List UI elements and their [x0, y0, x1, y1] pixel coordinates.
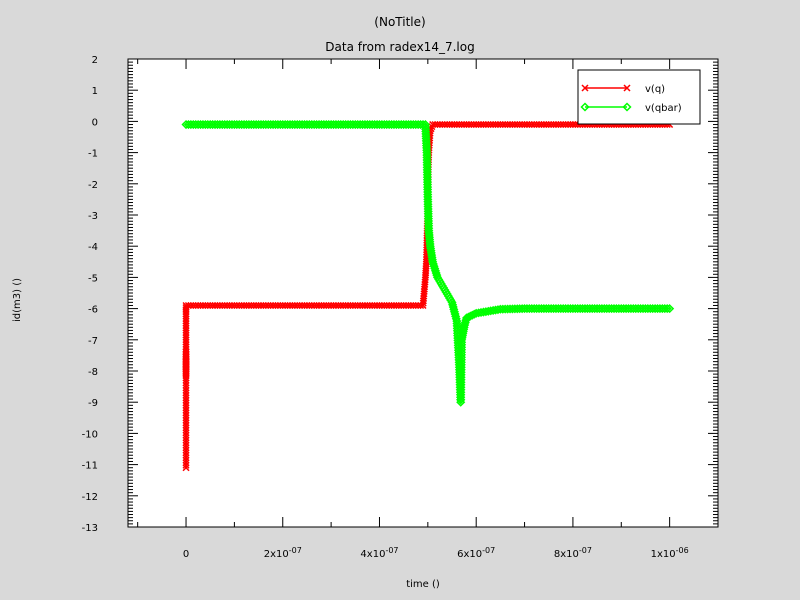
data-point-v-qbar — [428, 259, 438, 269]
y-tick-label: -13 — [82, 523, 98, 534]
y-tick-label: -11 — [82, 461, 98, 472]
y-tick-label: -5 — [88, 273, 98, 284]
data-point-v-qbar — [451, 314, 461, 324]
data-point-v-qbar — [430, 263, 440, 274]
y-axis-label: id(m3) () — [12, 278, 23, 322]
chart-title: Data from radex14_7.log — [325, 40, 474, 54]
y-tick-label: 0 — [92, 117, 98, 128]
x-axis-label: time () — [406, 579, 440, 590]
legend: v(q) v(qbar) — [577, 69, 701, 125]
x-tick-label: 2x10-07 — [264, 546, 302, 560]
data-point-v-qbar — [427, 255, 437, 265]
data-point-v-qbar — [449, 307, 459, 317]
data-point-v-qbar — [449, 304, 459, 314]
x-tick-label: 6x10-07 — [457, 546, 495, 560]
y-tick-label: -8 — [88, 367, 98, 378]
x-tick-label: 4x10-07 — [360, 546, 398, 560]
data-point-v-qbar — [430, 266, 440, 276]
data-point-v-qbar — [662, 304, 672, 314]
y-tick-label: 1 — [92, 86, 98, 97]
series-layer — [181, 119, 675, 472]
y-tick-label: -3 — [88, 211, 98, 222]
data-point-v-qbar — [427, 252, 437, 262]
y-tick-label: -1 — [88, 149, 98, 160]
x-tick-label: 0 — [183, 549, 189, 560]
y-tick-label: -10 — [82, 429, 98, 440]
y-tick-label: -12 — [82, 492, 98, 503]
data-point-v-qbar — [429, 261, 439, 271]
window-title: (NoTitle) — [374, 15, 425, 29]
data-point-v-qbar — [665, 304, 675, 314]
y-tick-label: -7 — [88, 336, 98, 347]
data-point-v-qbar — [448, 302, 458, 312]
data-point-v-qbar — [428, 257, 438, 267]
y-tick-label: 2 — [92, 55, 98, 66]
data-point-v-qbar — [450, 309, 460, 319]
legend-marker-v-q — [623, 84, 631, 92]
legend-marker-v-qbar — [580, 102, 590, 112]
data-point-v-qbar — [448, 300, 458, 310]
y-tick-label: -9 — [88, 398, 98, 409]
x-tick-label: 8x10-07 — [554, 546, 592, 560]
y-tick-label: -6 — [88, 305, 98, 316]
y-tick-label: -2 — [88, 180, 98, 191]
legend-box — [577, 69, 701, 125]
legend-marker-v-qbar — [622, 102, 632, 112]
data-point-v-qbar — [451, 311, 461, 321]
x-tick-label: 1x10-06 — [651, 546, 689, 560]
y-tick-label: -4 — [88, 242, 98, 253]
legend-marker-v-q — [581, 84, 589, 92]
legend-label-v-q: v(q) — [645, 84, 665, 95]
data-point-v-qbar — [431, 268, 441, 278]
legend-label-v-qbar: v(qbar) — [645, 103, 682, 114]
data-point-v-qbar — [447, 297, 457, 307]
